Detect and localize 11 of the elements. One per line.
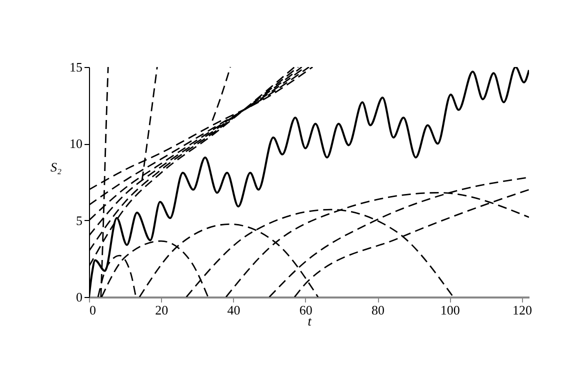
y-tick-label: 0 [76, 290, 82, 304]
x-tick-label: 100 [440, 302, 460, 318]
y-tick-label: 5 [76, 212, 82, 228]
x-tick-label: 80 [372, 302, 385, 318]
x-tick-label: 120 [512, 302, 532, 318]
y-tick-label: 15 [70, 60, 82, 74]
x-tick-label: 20 [155, 302, 168, 318]
y-tick-label: 10 [70, 136, 82, 152]
x-tick-label: 0 [90, 302, 96, 318]
y-axis-title: S₂ [50, 160, 62, 174]
x-tick-label: 40 [227, 302, 240, 318]
